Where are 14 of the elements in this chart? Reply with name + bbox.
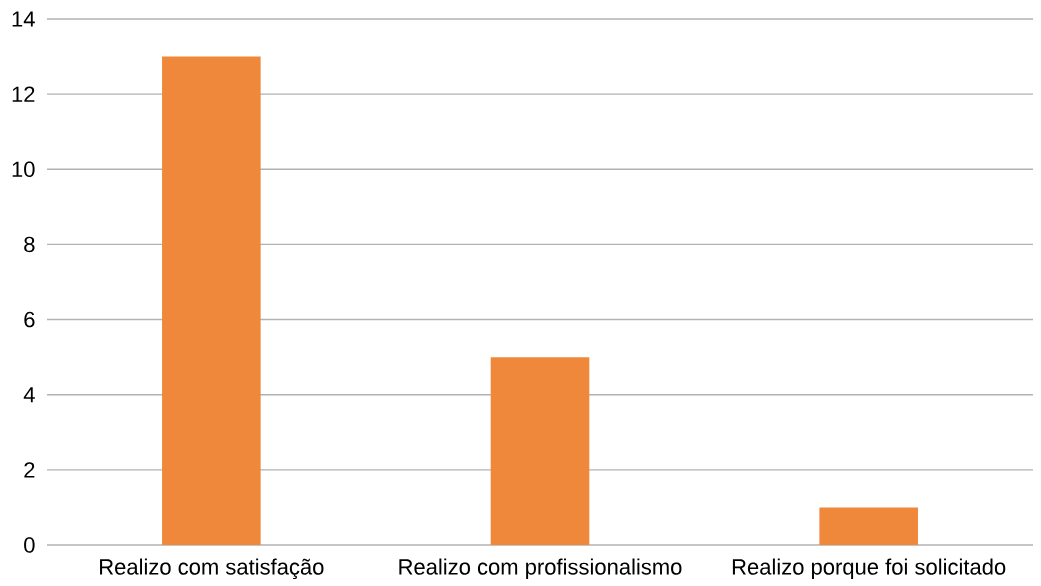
y-tick-label: 8 bbox=[24, 236, 35, 253]
y-tick-label: 6 bbox=[24, 311, 35, 328]
y-tick-label: 10 bbox=[12, 161, 35, 178]
x-tick-label: Realizo com satisfação bbox=[100, 558, 324, 580]
bar bbox=[819, 507, 918, 545]
x-tick-label: Realizo porque foi solicitado bbox=[732, 558, 1006, 580]
y-tick-label: 0 bbox=[24, 537, 35, 553]
bar bbox=[490, 357, 590, 545]
y-tick-label: 12 bbox=[12, 86, 35, 102]
y-tick-label: 2 bbox=[24, 462, 35, 478]
y-tick-label: 14 bbox=[12, 11, 35, 27]
bar bbox=[162, 56, 261, 545]
y-tick-label: 4 bbox=[23, 387, 35, 403]
x-tick-label: Realizo com profissionalismo bbox=[399, 558, 682, 580]
